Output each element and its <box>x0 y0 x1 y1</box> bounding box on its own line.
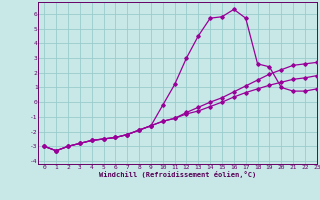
X-axis label: Windchill (Refroidissement éolien,°C): Windchill (Refroidissement éolien,°C) <box>99 171 256 178</box>
